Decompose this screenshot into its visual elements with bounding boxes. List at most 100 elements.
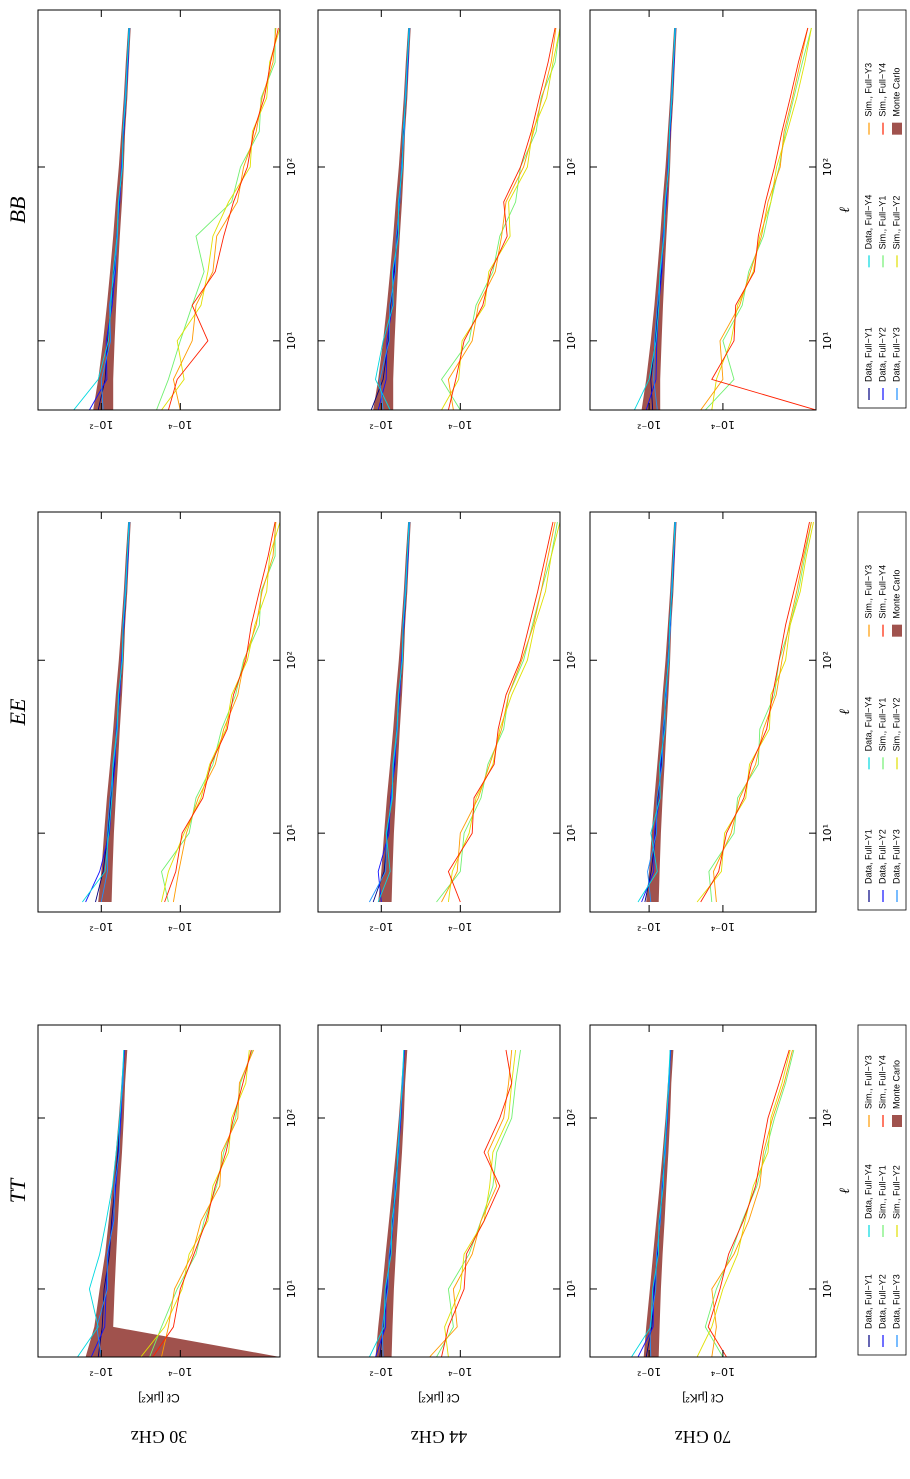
series-line <box>152 1049 252 1357</box>
panel <box>633 27 816 410</box>
series-line <box>447 27 556 410</box>
axes-frame <box>589 511 817 913</box>
y-tick-label: 10⁻⁴ <box>710 920 735 933</box>
y-axis-label: Cℓ [μK²] <box>682 1391 723 1405</box>
x-tick-label: 10¹ <box>285 332 298 350</box>
series-line <box>441 1049 513 1357</box>
x-tick-label: 10² <box>821 1109 834 1127</box>
legend-box <box>857 1024 907 1356</box>
column-title: BB <box>5 197 30 224</box>
series-line <box>633 27 676 410</box>
monte-carlo-band <box>98 522 131 902</box>
axes-frame <box>37 511 281 913</box>
legend-swatch <box>892 122 902 135</box>
series-line <box>377 521 410 903</box>
monte-carlo-band <box>375 1050 408 1357</box>
x-axis-label: ℓ <box>838 1188 853 1194</box>
monte-carlo-band <box>373 28 411 410</box>
x-tick-label: 10¹ <box>285 824 298 842</box>
legend-label: Sim., Full−Y4 <box>877 1055 887 1109</box>
y-axis-label: Cℓ [μK²] <box>418 1391 459 1405</box>
axes-frame <box>317 9 561 411</box>
axes-frame <box>317 511 561 913</box>
series-line <box>631 1049 671 1357</box>
series-line <box>696 521 814 903</box>
x-tick-label: 10¹ <box>285 1280 298 1298</box>
series-line <box>164 521 276 903</box>
legend-label: Data, Full−Y1 <box>863 1274 873 1329</box>
y-tick-label: 10⁻² <box>369 418 393 431</box>
legend-label: Sim., Full−Y2 <box>891 1165 901 1219</box>
series-line <box>704 27 812 410</box>
series-line <box>637 521 676 903</box>
axes-frame <box>37 1024 281 1358</box>
series-line <box>447 521 560 903</box>
x-tick-label: 10² <box>285 158 298 176</box>
legend-label: Data, Full−Y3 <box>891 327 901 382</box>
x-axis-label: ℓ <box>838 207 853 213</box>
series-line <box>711 27 816 410</box>
series-line <box>368 1049 405 1357</box>
monte-carlo-band <box>93 28 131 410</box>
legend-label: Sim., Full−Y2 <box>891 698 901 752</box>
legend-label: Sim., Full−Y3 <box>863 1055 873 1109</box>
x-tick-label: 10² <box>285 651 298 669</box>
axes-frame <box>589 1024 817 1358</box>
series-line <box>172 27 277 410</box>
panel <box>368 1049 521 1357</box>
monte-carlo-band <box>378 522 411 902</box>
series-line <box>444 1049 517 1357</box>
series-line <box>82 521 130 903</box>
series-line <box>377 521 410 903</box>
y-tick-label: 10⁻² <box>89 920 113 933</box>
x-tick-label: 10² <box>565 158 578 176</box>
monte-carlo-band <box>643 1050 674 1357</box>
legend-label: Monte Carlo <box>891 1060 901 1109</box>
panel <box>637 521 814 903</box>
x-tick-label: 10² <box>285 1109 298 1127</box>
y-tick-label: 10⁻² <box>637 418 661 431</box>
x-axis-label: ℓ <box>838 709 853 715</box>
legend-label: Data, Full−Y4 <box>863 1164 873 1219</box>
legend-label: Data, Full−Y4 <box>863 697 873 752</box>
series-line <box>441 27 560 410</box>
series-line <box>711 1049 793 1357</box>
series-line <box>436 521 558 903</box>
series-line <box>149 1049 253 1357</box>
row-label: 44 GHz <box>411 1427 468 1447</box>
x-tick-label: 10² <box>565 651 578 669</box>
y-tick-label: 10⁻² <box>369 1365 393 1378</box>
legend-label: Monte Carlo <box>891 570 901 619</box>
x-tick-label: 10² <box>565 1109 578 1127</box>
legend-label: Data, Full−Y2 <box>877 829 887 884</box>
series-line <box>707 1049 790 1357</box>
panel <box>77 1049 280 1357</box>
series-line <box>156 28 276 410</box>
legend-label: Data, Full−Y1 <box>863 327 873 382</box>
legend-swatch <box>892 624 902 637</box>
rotated-figure: TT ℓ Data, Full−Y1 Data, Full−Y2 Data, Full−… <box>5 9 907 1447</box>
series-line <box>172 521 277 903</box>
legend-label: Data, Full−Y3 <box>891 829 901 884</box>
y-tick-label: 10⁻⁴ <box>448 920 473 933</box>
legend-label: Sim., Full−Y4 <box>877 63 887 117</box>
y-axis-label: Cℓ [μK²] <box>138 1391 179 1405</box>
x-tick-label: 10¹ <box>565 824 578 842</box>
axes-frame <box>37 9 281 411</box>
x-tick-label: 10¹ <box>565 1280 578 1298</box>
monte-carlo-band <box>646 522 677 902</box>
series-line <box>429 1049 513 1357</box>
series-line <box>161 522 276 903</box>
y-tick-label: 10⁻² <box>637 1365 661 1378</box>
series-line <box>140 1049 250 1357</box>
column-title: TT <box>5 1177 30 1203</box>
panel <box>73 27 280 410</box>
y-tick-label: 10⁻⁴ <box>710 418 735 431</box>
series-line <box>696 1049 791 1357</box>
x-tick-label: 10¹ <box>565 332 578 350</box>
series-line <box>711 27 812 410</box>
legend-label: Data, Full−Y4 <box>863 195 873 250</box>
series-line <box>96 1049 125 1357</box>
row-label: 70 GHz <box>675 1427 732 1447</box>
